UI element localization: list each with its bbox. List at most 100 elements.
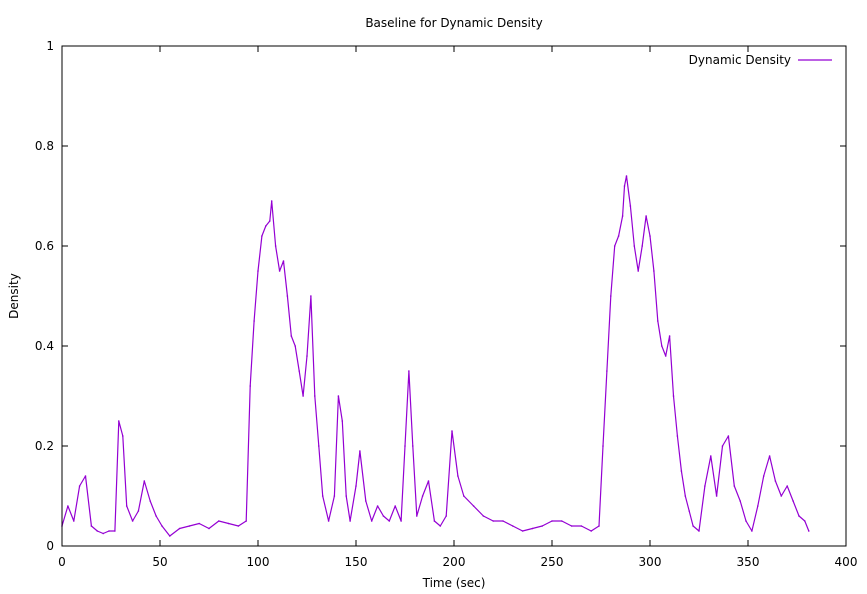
data-point [692, 525, 694, 527]
data-point [715, 495, 718, 497]
data-point [269, 220, 271, 222]
data-point [733, 485, 736, 487]
data-point [388, 520, 391, 522]
data-point [257, 270, 259, 272]
data-point [261, 235, 263, 237]
data-point [617, 235, 620, 237]
x-tick-label: 400 [835, 555, 858, 569]
data-point [278, 270, 281, 272]
data-point [633, 245, 636, 247]
data-point [598, 525, 600, 527]
data-point [408, 370, 410, 372]
data-point [688, 510, 690, 512]
data-point [492, 520, 495, 522]
data-point [463, 495, 465, 497]
data-point [625, 175, 628, 177]
data-point [664, 355, 667, 357]
data-point [541, 525, 543, 527]
data-point [451, 430, 453, 432]
data-point [792, 500, 794, 502]
data-point [684, 495, 687, 497]
chart-title: Baseline for Dynamic Density [365, 16, 542, 30]
x-tick-label: 350 [737, 555, 760, 569]
data-point [370, 520, 373, 522]
data-point [602, 445, 604, 447]
data-point [590, 530, 592, 532]
data-point [680, 470, 683, 472]
data-point [359, 450, 361, 452]
data-point [798, 515, 800, 517]
data-point [274, 245, 277, 247]
data-point [613, 245, 616, 247]
data-point [208, 527, 210, 530]
data-point [641, 245, 643, 247]
data-point [249, 385, 251, 387]
data-point [198, 522, 200, 525]
y-tick-label: 0.4 [35, 339, 54, 353]
data-point [376, 505, 379, 507]
data-point [302, 395, 304, 397]
data-point [649, 235, 651, 237]
data-point [774, 480, 777, 482]
y-tick-label: 0 [46, 539, 54, 553]
y-axis-label: Density [7, 273, 21, 319]
data-point [318, 445, 320, 447]
data-point [265, 225, 267, 227]
data-point [355, 485, 357, 487]
data-point [327, 520, 330, 522]
data-point [253, 320, 255, 322]
data-point [416, 515, 418, 517]
data-point [457, 475, 459, 477]
data-point [188, 525, 191, 527]
y-tick-label: 0.8 [35, 139, 54, 153]
data-point [421, 495, 424, 497]
data-point [808, 530, 810, 532]
data-point [502, 520, 504, 522]
data-point [161, 525, 163, 527]
x-tick-label: 150 [345, 555, 368, 569]
data-point [745, 520, 747, 522]
data-point [394, 505, 397, 507]
data-point [290, 335, 293, 337]
data-point [637, 270, 639, 272]
data-point [762, 475, 765, 477]
data-point [661, 345, 663, 347]
data-point [710, 455, 712, 457]
data-point [580, 525, 583, 527]
data-point [757, 505, 759, 507]
data-point [365, 500, 367, 502]
data-point [298, 370, 301, 372]
data-point [721, 445, 724, 447]
data-point [286, 295, 289, 297]
data-point [606, 370, 608, 372]
data-point [321, 495, 324, 497]
data-point [218, 520, 220, 522]
data-point [786, 485, 788, 487]
data-point [73, 520, 75, 522]
data-point [727, 435, 730, 437]
data-point [382, 515, 385, 517]
data-point [512, 525, 514, 527]
data-point [169, 535, 171, 537]
data-point [610, 295, 612, 297]
data-point [294, 345, 297, 347]
axis-ticks: 0 50 100 150 200 250 300 350 400 0 0.2 0.4 0.6 0.8 1 [35, 39, 858, 569]
data-point [561, 520, 563, 522]
data-point [676, 435, 679, 437]
data-point [780, 495, 783, 497]
data-point [623, 185, 626, 187]
data-point [345, 495, 348, 497]
data-point [90, 525, 93, 527]
x-tick-label: 0 [58, 555, 66, 569]
data-point [122, 435, 124, 437]
data-point [472, 505, 475, 507]
data-point [400, 520, 402, 522]
data-point [96, 530, 99, 532]
data-point [433, 520, 436, 522]
data-point [84, 475, 87, 477]
data-point [412, 445, 414, 447]
data-point [155, 515, 157, 517]
data-point [439, 525, 442, 527]
data-point [551, 520, 553, 522]
